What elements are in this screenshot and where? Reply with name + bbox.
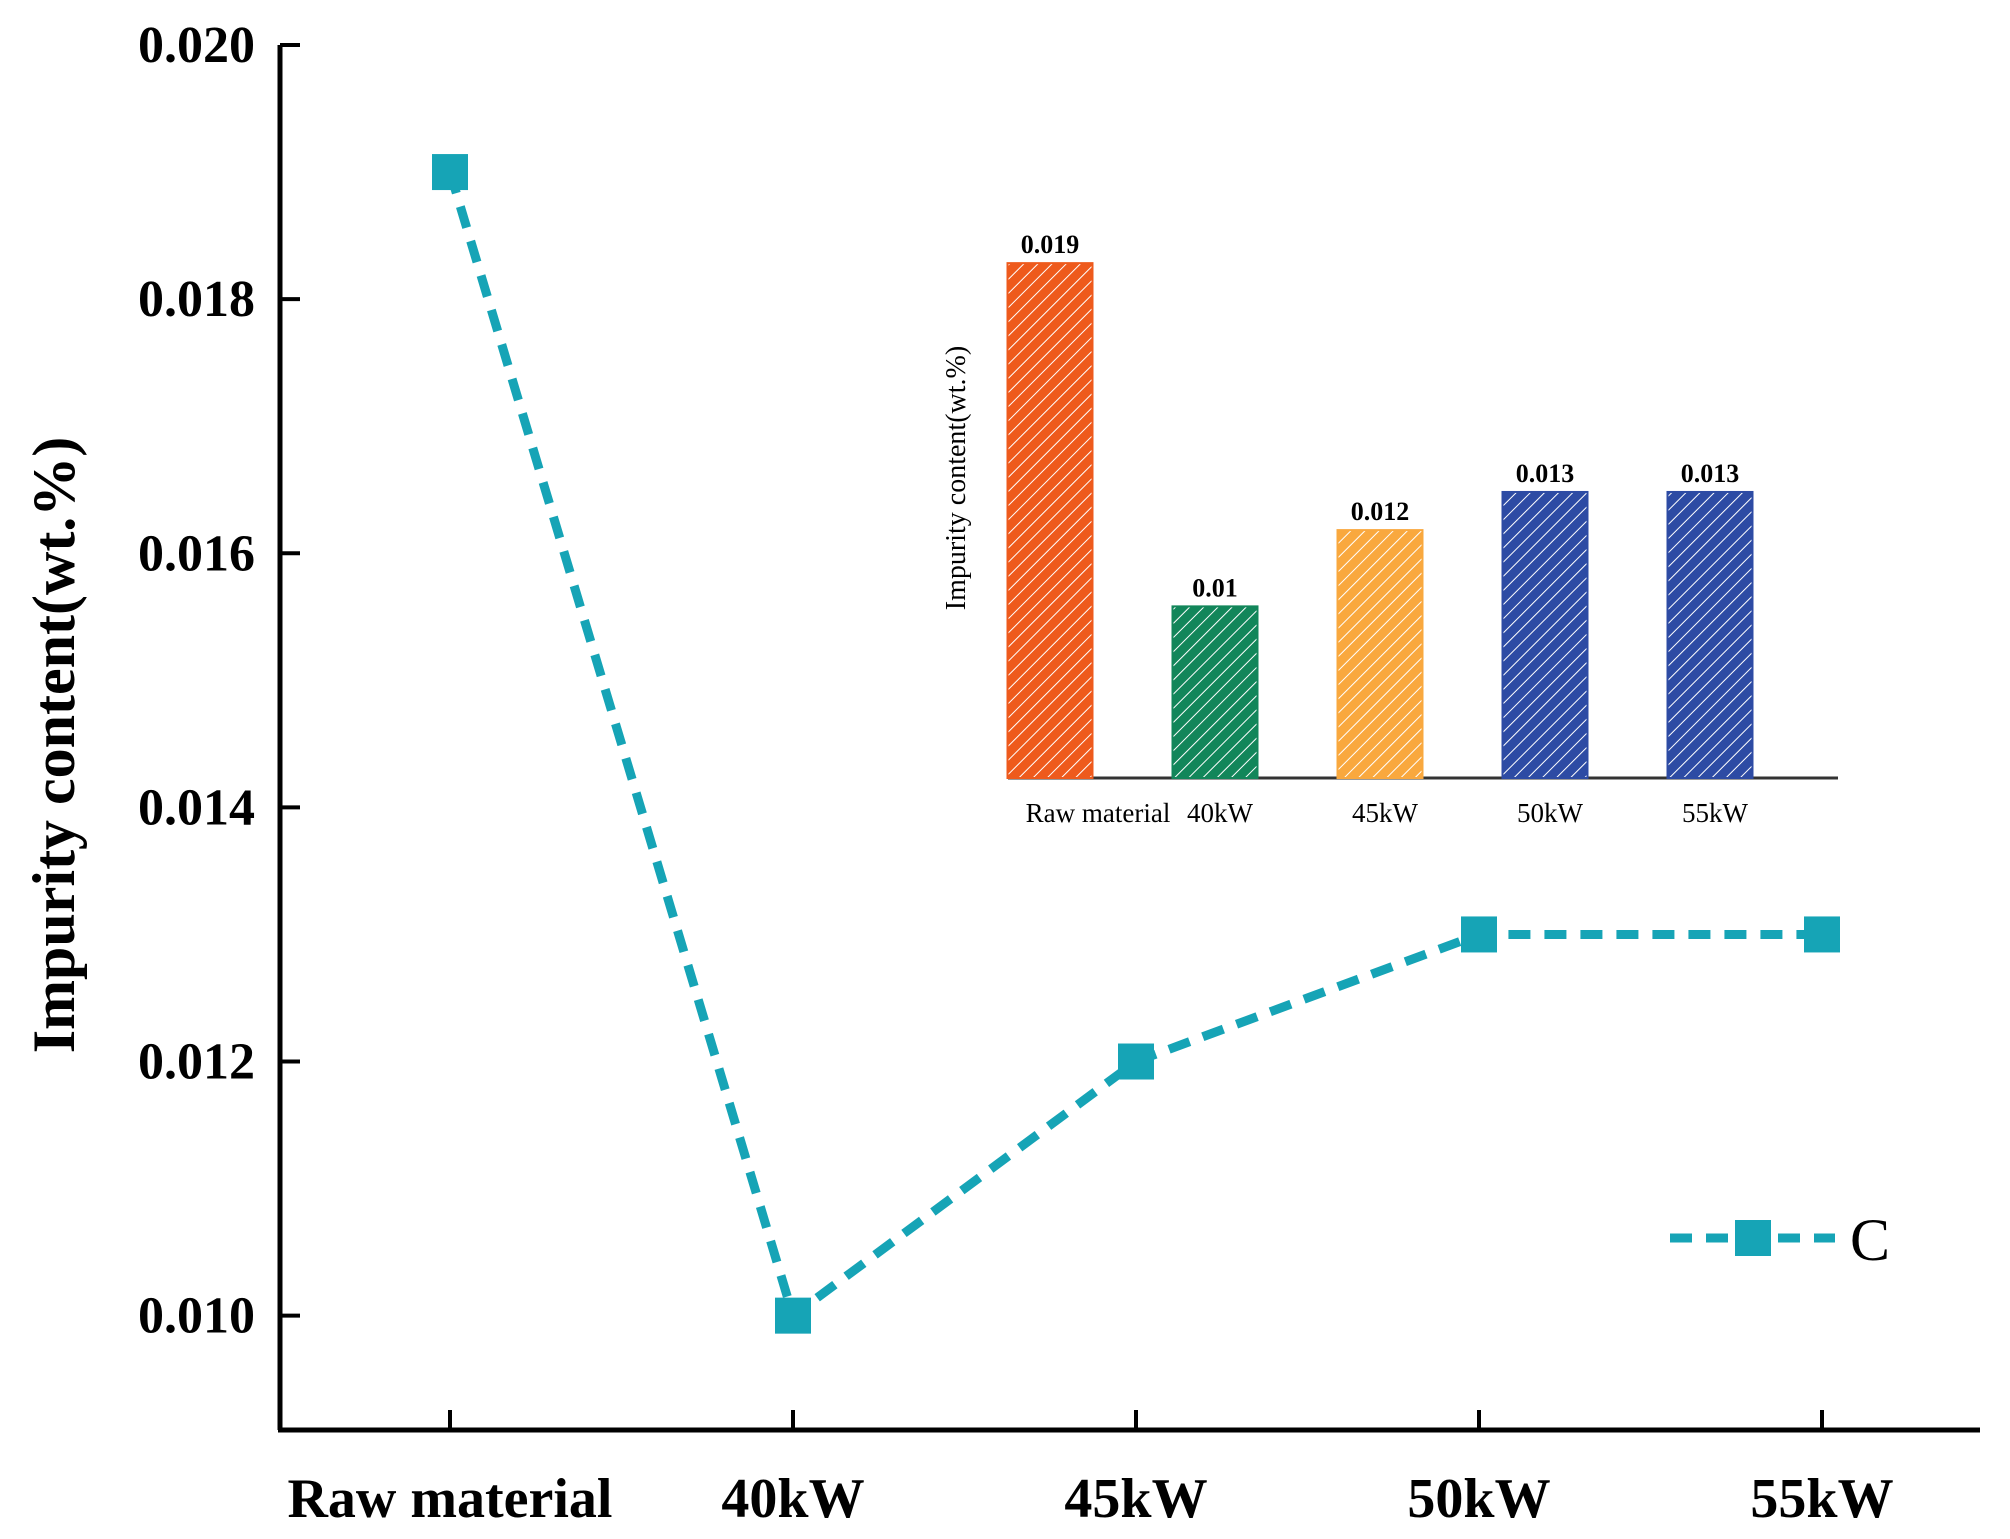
inset-bar-value-label: 0.019	[1021, 230, 1080, 259]
series-c-line	[445, 170, 1822, 1324]
x-tick-label: 40kW	[721, 1468, 864, 1530]
x-ticks: Raw material 40kW 45kW 50kW 55kW	[287, 1410, 1894, 1530]
series-c-marker	[1804, 916, 1840, 953]
series-c	[432, 154, 1840, 1334]
y-tick-label: 0.012	[138, 1034, 255, 1091]
main-axes	[277, 45, 1980, 1433]
legend: C	[1670, 1207, 1890, 1273]
inset-bar-value-label: 0.01	[1192, 573, 1238, 602]
series-c-marker	[775, 1297, 811, 1334]
series-c-marker	[1461, 916, 1497, 953]
inset-bar	[1666, 490, 1754, 779]
inset-category-label: 45kW	[1352, 798, 1419, 828]
series-c-marker	[432, 154, 468, 191]
inset-bar	[1171, 605, 1259, 780]
y-tick-label: 0.018	[138, 271, 255, 328]
y-tick-label: 0.014	[138, 779, 255, 836]
y-ticks: 0.010 0.012 0.014 0.016 0.018 0.020	[138, 17, 300, 1345]
inset-bar	[1336, 529, 1424, 779]
inset-labels: 0.019 Raw material 0.01 40kW 0.012 45kW 0.013 5…	[1021, 230, 1749, 828]
inset-y-axis-title: Impurity content(wt.%)	[941, 346, 972, 610]
inset-bar	[1501, 490, 1589, 779]
inset-category-label: 55kW	[1682, 798, 1749, 828]
inset-chart: Impurity content(wt.%) 0.019 Raw material…	[941, 230, 1838, 828]
inset-category-label: 40kW	[1187, 798, 1254, 828]
legend-label: C	[1850, 1207, 1890, 1273]
inset-bar	[1006, 262, 1094, 779]
x-tick-label: 55kW	[1750, 1468, 1893, 1530]
y-axis-title: Impurity content(wt.%)	[21, 437, 87, 1054]
inset-bar-value-label: 0.013	[1681, 459, 1740, 488]
y-tick-label: 0.010	[138, 1288, 255, 1345]
x-tick-label: 45kW	[1064, 1468, 1207, 1530]
x-tick-label: 50kW	[1407, 1468, 1550, 1530]
inset-bar-value-label: 0.012	[1351, 497, 1410, 526]
inset-bars	[1006, 262, 1754, 780]
series-c-marker	[1118, 1043, 1154, 1080]
y-tick-label: 0.020	[138, 17, 255, 74]
inset-category-label: 50kW	[1517, 798, 1584, 828]
legend-marker	[1735, 1220, 1771, 1256]
inset-bar-value-label: 0.013	[1516, 459, 1575, 488]
inset-category-label: Raw material	[1026, 798, 1171, 828]
y-tick-label: 0.016	[138, 525, 255, 582]
x-tick-label: Raw material	[287, 1468, 612, 1530]
